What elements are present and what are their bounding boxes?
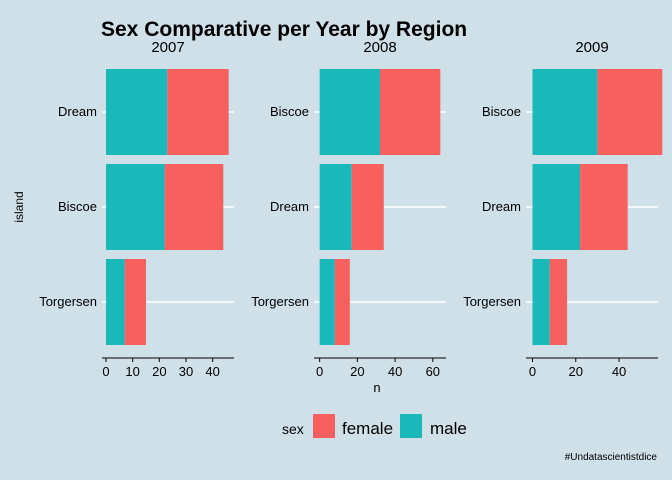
category-label: Dream <box>482 199 521 214</box>
bar-female <box>167 69 229 155</box>
bar-female <box>124 259 146 345</box>
x-axis-title: n <box>373 380 380 395</box>
category-label: Dream <box>270 199 309 214</box>
bar-female <box>164 164 224 250</box>
bar-male <box>532 69 598 155</box>
bar-female <box>334 259 350 345</box>
bar-female <box>580 164 628 250</box>
legend-key-female <box>313 414 335 438</box>
bar-female <box>549 259 568 345</box>
x-tick-label: 10 <box>125 364 139 379</box>
bar-male <box>106 69 168 155</box>
x-tick-label: 30 <box>179 364 193 379</box>
panel-2008: 2008 Biscoe Dream Torgersen 0 20 40 60 <box>251 39 446 379</box>
category-label: Torgersen <box>463 294 521 309</box>
facet-label: 2008 <box>363 39 396 56</box>
x-tick-label: 60 <box>426 364 440 379</box>
x-tick-label: 0 <box>529 364 536 379</box>
bar-female <box>351 164 384 250</box>
facet-panels: 2007 Dream Biscoe Torgersen 0 10 20 30 40 2008 Bis… <box>39 39 663 379</box>
bar-male <box>106 164 165 250</box>
bar-female <box>380 69 441 155</box>
facet-label: 2009 <box>575 39 608 56</box>
x-tick-label: 40 <box>388 364 402 379</box>
chart-title: Sex Comparative per Year by Region <box>101 18 467 41</box>
legend-label-female: female <box>342 419 393 438</box>
bar-female <box>597 69 663 155</box>
x-tick-label: 40 <box>612 364 626 379</box>
bar-male <box>106 259 125 345</box>
category-label: Biscoe <box>270 104 309 119</box>
bar-male <box>532 259 550 345</box>
category-label: Torgersen <box>39 294 97 309</box>
x-tick-label: 0 <box>316 364 323 379</box>
x-tick-label: 40 <box>205 364 219 379</box>
category-label: Dream <box>58 104 97 119</box>
legend-key-male <box>400 414 422 438</box>
bar-male <box>319 259 335 345</box>
category-label: Biscoe <box>58 199 97 214</box>
panel-2007: 2007 Dream Biscoe Torgersen 0 10 20 30 40 <box>39 39 234 379</box>
panel-2009: 2009 Biscoe Dream Torgersen 0 20 40 <box>463 39 663 379</box>
legend-title: sex <box>282 421 304 437</box>
bar-male <box>319 164 352 250</box>
category-label: Torgersen <box>251 294 309 309</box>
x-tick-label: 20 <box>569 364 583 379</box>
facet-label: 2007 <box>151 39 184 56</box>
x-tick-label: 20 <box>152 364 166 379</box>
caption: #Undatascientistdice <box>565 452 658 463</box>
y-axis-title: island <box>12 191 26 222</box>
x-tick-label: 0 <box>102 364 109 379</box>
category-label: Biscoe <box>482 104 521 119</box>
x-tick-label: 20 <box>350 364 364 379</box>
legend: sex female male <box>282 414 467 438</box>
bar-male <box>319 69 380 155</box>
legend-label-male: male <box>430 419 467 438</box>
bar-male <box>532 164 581 250</box>
